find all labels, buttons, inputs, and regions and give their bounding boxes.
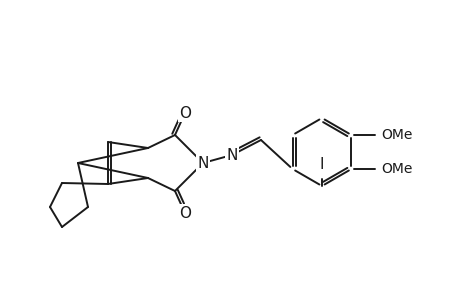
Text: N: N — [197, 155, 208, 170]
Text: I: I — [319, 157, 324, 172]
Text: OMe: OMe — [381, 128, 412, 142]
Text: O: O — [179, 206, 190, 220]
Text: O: O — [179, 106, 190, 121]
Text: OMe: OMe — [381, 162, 412, 176]
Text: N: N — [226, 148, 237, 163]
